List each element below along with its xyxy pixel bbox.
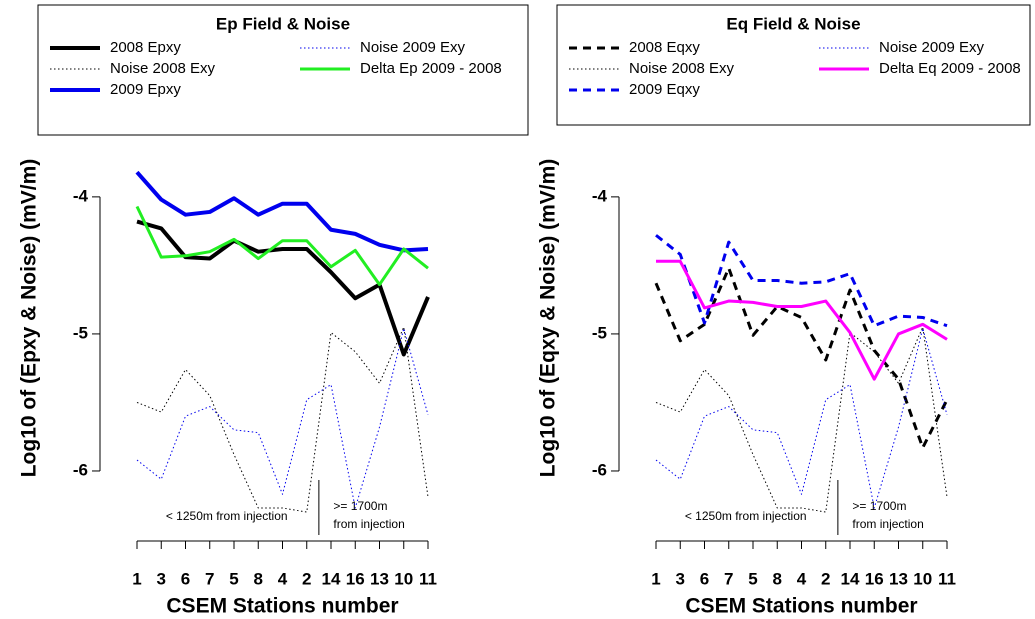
legend-label: 2008 Eqxy — [629, 39, 700, 56]
x-tick-label: 7 — [724, 569, 733, 588]
legend-label: Noise 2009 Exy — [360, 39, 466, 56]
x-tick-label: 16 — [346, 569, 365, 588]
x-tick-label: 2 — [302, 569, 311, 588]
legend-box — [556, 4, 1031, 126]
x-tick-label: 7 — [205, 569, 214, 588]
legend-title: Eq Field & Noise — [726, 14, 860, 33]
x-tick-label: 11 — [419, 569, 437, 588]
y-tick-label: -6 — [73, 460, 88, 479]
annotation: from injection — [852, 517, 923, 531]
x-tick-label: 16 — [865, 569, 884, 588]
series-line — [135, 205, 429, 287]
x-tick-label: 6 — [700, 569, 709, 588]
x-tick-label: 4 — [278, 569, 288, 588]
series-line — [655, 327, 948, 509]
legend-label: Delta Eq 2009 - 2008 — [879, 60, 1021, 77]
x-tick-label: 14 — [841, 569, 860, 588]
legend-label: 2008 Epxy — [110, 39, 181, 56]
series-line — [136, 326, 429, 513]
legend-box — [37, 4, 529, 136]
x-tick-label: 8 — [773, 569, 782, 588]
x-tick-label: 3 — [157, 569, 166, 588]
annotation: from injection — [333, 517, 404, 531]
x-tick-label: 10 — [394, 569, 413, 588]
y-tick-label: -5 — [73, 323, 88, 342]
legend-label: Delta Ep 2009 - 2008 — [360, 60, 502, 77]
series-line — [654, 266, 949, 450]
x-tick-label: 13 — [370, 569, 389, 588]
legend-label: 2009 Epxy — [110, 81, 181, 98]
series-line — [655, 326, 948, 513]
x-tick-label: 1 — [651, 569, 660, 588]
x-tick-label: 1 — [132, 569, 141, 588]
y-tick-label: -4 — [73, 186, 89, 205]
legend-label: Noise 2008 Exy — [110, 60, 216, 77]
legend-label: Noise 2008 Exy — [629, 60, 735, 77]
y-tick-label: -5 — [592, 323, 607, 342]
x-tick-label: 3 — [676, 569, 685, 588]
x-tick-label: 6 — [181, 569, 190, 588]
x-axis-label: CSEM Stations number — [685, 595, 917, 618]
x-tick-label: 10 — [913, 569, 932, 588]
x-tick-label: 14 — [322, 569, 341, 588]
y-tick-label: -6 — [592, 460, 607, 479]
legend-label: Noise 2009 Exy — [879, 39, 985, 56]
x-tick-label: 8 — [254, 569, 263, 588]
annotation: >= 1700m — [333, 499, 387, 513]
x-tick-label: 5 — [748, 569, 757, 588]
legend-label: 2009 Eqxy — [629, 81, 700, 98]
x-tick-label: 2 — [821, 569, 830, 588]
annotation: < 1250m from injection — [685, 509, 807, 523]
x-tick-label: 5 — [229, 569, 238, 588]
series-line — [136, 327, 429, 509]
series-line — [135, 170, 429, 253]
series-line — [656, 259, 948, 381]
annotation: < 1250m from injection — [166, 509, 288, 523]
y-tick-label: -4 — [592, 186, 608, 205]
legend-title: Ep Field & Noise — [216, 14, 350, 33]
y-axis-label: Log10 of (Eqxy & Noise) (mV/m) — [537, 159, 560, 478]
x-tick-label: 4 — [797, 569, 807, 588]
series-line — [655, 234, 948, 328]
x-axis-label: CSEM Stations number — [166, 595, 398, 618]
x-tick-label: 11 — [938, 569, 956, 588]
x-tick-label: 13 — [889, 569, 908, 588]
annotation: >= 1700m — [852, 499, 906, 513]
y-axis-label: Log10 of (Epxy & Noise) (mV/m) — [18, 159, 41, 478]
